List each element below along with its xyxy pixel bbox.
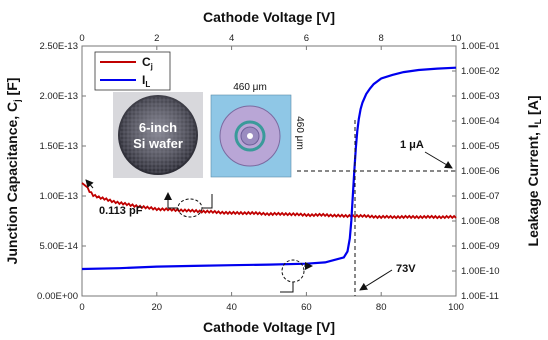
y-left-title-unit: [F] bbox=[4, 78, 20, 100]
x-top-tick-label: 0 bbox=[79, 33, 84, 44]
wafer-photo: 6-inch Si wafer bbox=[113, 92, 203, 178]
x-top-tick-label: 8 bbox=[379, 33, 384, 44]
wafer-die-pattern bbox=[120, 97, 196, 173]
current-axis-arrow-2 bbox=[280, 282, 294, 293]
cap-leader-line bbox=[85, 179, 94, 189]
legend-label-il: IL bbox=[142, 73, 150, 89]
cap-value-label: 0.113 pF bbox=[99, 205, 143, 217]
y-right-tick-label: 1.00E-08 bbox=[461, 216, 500, 227]
series-line-cj bbox=[81, 182, 457, 220]
y-right-tick-label: 1.00E-11 bbox=[461, 291, 499, 302]
legend-il-main: I bbox=[142, 73, 145, 87]
legend-cj-sub: j bbox=[150, 62, 153, 71]
x-axis-top: 0 2 4 6 8 10 bbox=[79, 33, 461, 50]
x-bottom-tick-label: 40 bbox=[226, 302, 237, 313]
series-line-il bbox=[81, 66, 457, 271]
current-level-label: 1 μA bbox=[400, 139, 424, 151]
x-top-tick-label: 10 bbox=[451, 33, 462, 44]
y-right-title-unit: [A] bbox=[525, 96, 541, 119]
die-width-label: 460 μm bbox=[233, 82, 267, 93]
y-right-tick-label: 1.00E-03 bbox=[461, 91, 500, 102]
die-center-dot bbox=[247, 133, 253, 139]
legend-label-cj: Cj bbox=[142, 55, 153, 71]
cap-axis-arrow bbox=[164, 192, 178, 209]
y-left-tick-label: 1.50E-13 bbox=[39, 141, 78, 152]
y-left-tick-label: 5.00E-14 bbox=[39, 241, 78, 252]
x-bottom-tick-label: 100 bbox=[448, 302, 464, 313]
legend: Cj IL bbox=[94, 51, 171, 91]
x-bottom-tick-label: 60 bbox=[301, 302, 312, 313]
y-axis-title-right: Leakage Current, IL [A] bbox=[525, 96, 543, 247]
y-left-title-sub: j bbox=[12, 99, 22, 103]
x-axis-bottom: 0 20 40 60 80 100 bbox=[79, 292, 464, 313]
x-bottom-tick-label: 20 bbox=[152, 302, 163, 313]
y-right-tick-label: 1.00E-09 bbox=[461, 241, 500, 252]
y-right-tick-label: 1.00E-02 bbox=[461, 66, 500, 77]
y-axis-title-left: Junction Capacitance, Cj [F] bbox=[4, 78, 22, 265]
breakdown-label: 73V bbox=[396, 263, 416, 275]
y-right-tick-label: 1.00E-07 bbox=[461, 191, 500, 202]
x-top-tick-label: 6 bbox=[304, 33, 309, 44]
wafer-label-line2: Si wafer bbox=[133, 136, 183, 151]
x-bottom-tick-label: 0 bbox=[79, 302, 84, 313]
y-right-tick-label: 1.00E-05 bbox=[461, 141, 500, 152]
y-left-tick-label: 0.00E+00 bbox=[37, 291, 78, 302]
y-axis-left: 0.00E+00 5.00E-14 1.00E-13 1.50E-13 2.00E-13… bbox=[37, 41, 86, 302]
y-left-tick-label: 2.50E-13 bbox=[39, 41, 78, 52]
x-bottom-tick-label: 80 bbox=[376, 302, 387, 313]
annotations: 0.113 pF 73V 1 μA bbox=[85, 120, 456, 296]
x-axis-title-bottom: Cathode Voltage [V] bbox=[203, 319, 335, 335]
x-axis-title-top: Cathode Voltage [V] bbox=[203, 9, 335, 25]
breakdown-pointer bbox=[359, 269, 393, 291]
y-axis-right: 1.00E-11 1.00E-10 1.00E-09 1.00E-08 1.00E-07… bbox=[452, 41, 500, 302]
die-height-label: 460 μm bbox=[294, 116, 305, 150]
y-right-tick-label: 1.00E-04 bbox=[461, 116, 500, 127]
x-top-tick-label: 2 bbox=[154, 33, 159, 44]
y-right-tick-label: 1.00E-06 bbox=[461, 166, 500, 177]
y-left-tick-label: 1.00E-13 bbox=[39, 191, 78, 202]
wafer-label-line1: 6-inch bbox=[139, 120, 177, 135]
y-right-title-sub: L bbox=[533, 118, 543, 124]
x-top-tick-label: 4 bbox=[229, 33, 234, 44]
y-right-tick-label: 1.00E-01 bbox=[461, 41, 500, 52]
y-left-tick-label: 2.00E-13 bbox=[39, 91, 78, 102]
die-micrograph: 460 μm 460 μm bbox=[210, 82, 305, 178]
y-right-tick-label: 1.00E-10 bbox=[461, 266, 500, 277]
cap-axis-arrow-2 bbox=[202, 194, 213, 209]
legend-cj-main: C bbox=[142, 55, 151, 69]
legend-il-sub: L bbox=[145, 80, 150, 89]
die-guard-ring bbox=[234, 120, 266, 152]
y-right-title-main: Leakage Current, I bbox=[525, 124, 541, 246]
legend-box bbox=[94, 51, 171, 91]
current-level-pointer bbox=[424, 151, 453, 169]
y-left-title-main: Junction Capacitance, C bbox=[4, 102, 20, 265]
